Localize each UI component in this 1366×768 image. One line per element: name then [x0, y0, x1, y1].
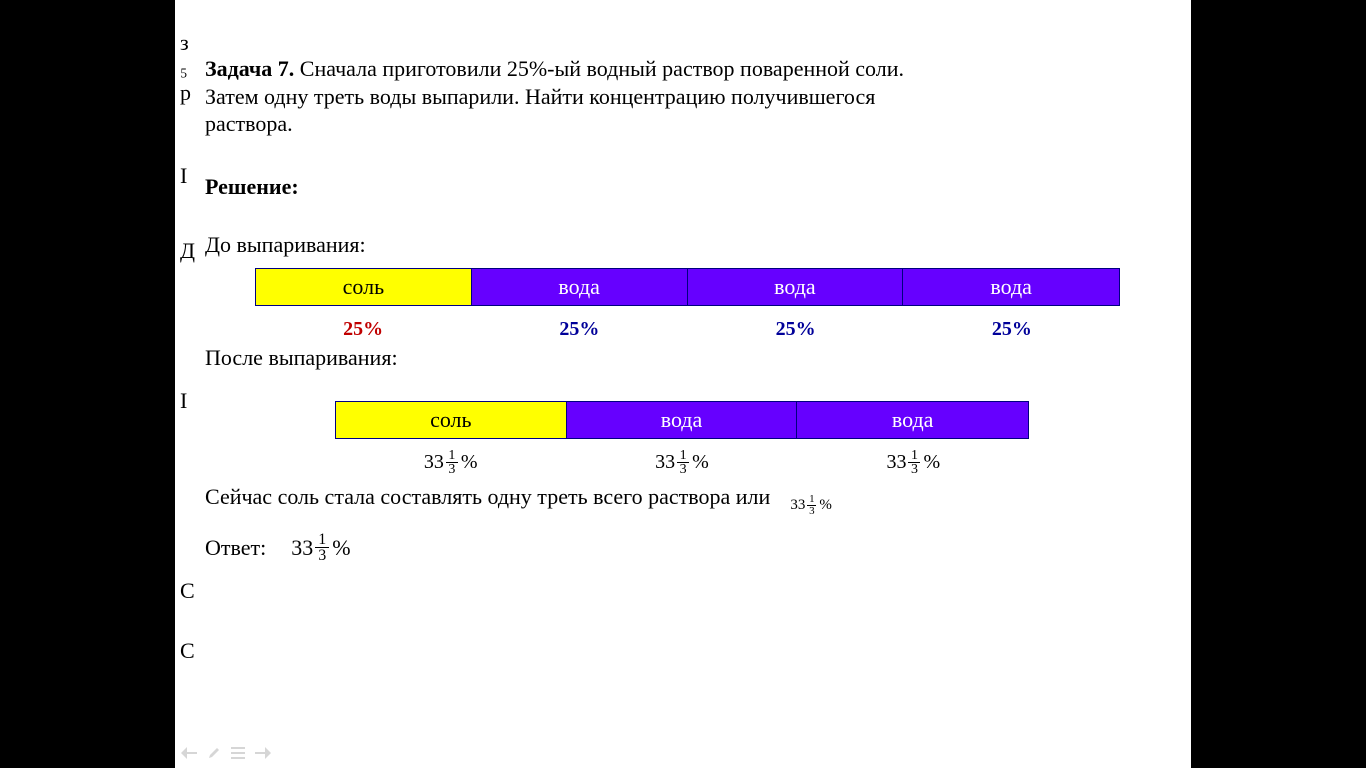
bar2-seg-water: вода [797, 402, 1028, 438]
peek-text: ₅ [180, 55, 188, 77]
fraction-pct: % [923, 451, 940, 474]
peek-text: С [180, 580, 195, 602]
fraction-pct: % [461, 451, 478, 474]
prev-slide-icon[interactable] [181, 746, 197, 760]
fraction-whole: 33 [424, 451, 444, 474]
fraction-den: 3 [911, 463, 918, 476]
fraction: 33 13 % [291, 532, 350, 563]
next-slide-icon[interactable] [255, 746, 271, 760]
fraction-num: 1 [809, 494, 815, 504]
fraction-num: 1 [318, 532, 326, 547]
bar-after: соль вода вода [335, 401, 1029, 439]
bar2-frac-cell: 33 13 % [566, 449, 797, 477]
task-text-1: Сначала приготовили 25%-ый водный раство… [300, 56, 904, 81]
conclusion: Сейчас соль стала составлять одну треть … [205, 484, 1161, 510]
answer: Ответ: 33 13 % [205, 532, 1161, 563]
bar1-pct-salt: 25% [255, 318, 471, 341]
fraction-whole: 33 [886, 451, 906, 474]
bar1-pct-water: 25% [904, 318, 1120, 341]
fraction: 33 13 % [424, 449, 478, 477]
fraction-pct: % [692, 451, 709, 474]
fraction-den: 3 [448, 463, 455, 476]
bar1-seg-water: вода [903, 269, 1119, 305]
fraction-num: 1 [911, 449, 918, 462]
fraction-den: 3 [809, 506, 815, 516]
bar1-seg-salt: соль [256, 269, 472, 305]
task-text-3: раствора. [205, 111, 293, 136]
bar1-pct-water: 25% [471, 318, 687, 341]
bar1-seg-water: вода [688, 269, 904, 305]
fraction-num: 1 [448, 449, 455, 462]
fraction-den: 3 [680, 463, 687, 476]
bar2-frac-cell: 33 13 % [798, 449, 1029, 477]
task-label: Задача 7. [205, 56, 294, 81]
task-block: Задача 7. Сначала приготовили 25%-ый вод… [205, 55, 1161, 138]
bar1-pct-water: 25% [688, 318, 904, 341]
answer-label: Ответ: [205, 535, 266, 561]
bar2-seg-water: вода [567, 402, 798, 438]
slide-nav [181, 746, 271, 760]
conclusion-text: Сейчас соль стала составлять одну треть … [205, 484, 770, 510]
fraction-pct: % [819, 497, 832, 514]
pen-icon[interactable] [207, 746, 221, 760]
task-text-2: Затем одну треть воды выпарили. Найти ко… [205, 84, 875, 109]
peek-text: Д [180, 240, 195, 262]
fraction-whole: 33 [291, 535, 313, 561]
peek-text: С [180, 640, 195, 662]
menu-icon[interactable] [231, 747, 245, 759]
slide-page: з ₅ р І Д І С С Задача 7. Сначала пригот… [175, 0, 1191, 768]
fraction: 33 1 3 % [790, 494, 832, 516]
solution-label: Решение: [205, 174, 1161, 200]
peek-text: р [180, 82, 191, 104]
bar2-seg-salt: соль [336, 402, 567, 438]
peek-text: І [180, 390, 187, 412]
bar2-frac-cell: 33 13 % [335, 449, 566, 477]
bar-before: соль вода вода вода [255, 268, 1120, 306]
fraction-whole: 33 [655, 451, 675, 474]
fraction-num: 1 [680, 449, 687, 462]
peek-text: І [180, 165, 187, 187]
after-label: После выпаривания: [205, 345, 1161, 371]
bar2-frac-row: 33 13 % 33 13 % 33 13 % [335, 449, 1029, 477]
fraction-whole: 33 [790, 497, 805, 514]
fraction-den: 3 [318, 548, 326, 563]
fraction: 33 13 % [655, 449, 709, 477]
fraction-pct: % [332, 535, 350, 561]
bar1-pct-row: 25% 25% 25% 25% [255, 318, 1120, 341]
before-label: До выпаривания: [205, 232, 1161, 258]
bar1-seg-water: вода [472, 269, 688, 305]
peek-text: з [180, 32, 189, 54]
fraction: 33 13 % [886, 449, 940, 477]
